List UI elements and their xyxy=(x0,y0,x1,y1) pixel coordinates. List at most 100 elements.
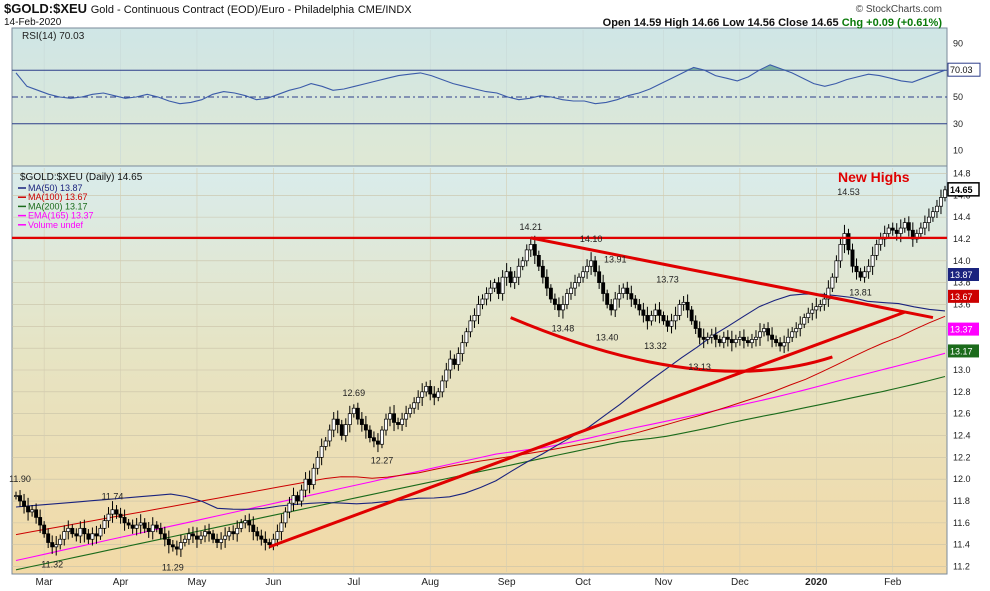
price-candle xyxy=(593,260,598,273)
price-candle xyxy=(70,527,75,535)
price-candle xyxy=(14,495,18,497)
price-candle xyxy=(705,336,710,340)
price-candle xyxy=(18,495,22,502)
price-candle xyxy=(251,524,256,532)
price-annotation-label: 11.29 xyxy=(162,563,184,573)
price-candle xyxy=(195,535,199,540)
price-candle xyxy=(106,513,111,522)
price-candle xyxy=(617,293,622,300)
price-bars xyxy=(14,185,947,557)
price-candle xyxy=(380,429,384,445)
axes: 11.2 11.4 11.6 11.8 12.0 12.2 12.4 12.6 12.8 13.0… xyxy=(36,38,971,588)
price-candle xyxy=(866,265,871,273)
price-candle xyxy=(392,413,396,423)
price-candle xyxy=(939,197,943,207)
price-candle xyxy=(524,249,529,262)
price-candle xyxy=(211,533,216,540)
price-candle xyxy=(798,323,803,329)
price-tick-label: 13.0 xyxy=(953,365,971,375)
price-candle xyxy=(130,524,135,529)
month-label: May xyxy=(188,577,207,588)
descending-top-line xyxy=(530,236,934,320)
price-candle xyxy=(818,304,823,308)
price-candle xyxy=(58,538,63,546)
exchange: CME/INDX xyxy=(357,4,412,16)
price-candle xyxy=(894,229,899,234)
price-candle xyxy=(384,418,388,431)
value-badge-label: 13.17 xyxy=(950,346,973,356)
price-annotation-label: 14.21 xyxy=(520,222,543,232)
price-candle xyxy=(363,424,368,431)
price-candle xyxy=(420,391,425,398)
price-candle xyxy=(275,531,280,540)
price-candle xyxy=(102,520,107,529)
price-candle xyxy=(790,331,795,338)
price-candle xyxy=(227,531,232,537)
price-candle xyxy=(830,276,835,289)
price-candle xyxy=(750,339,754,344)
rounded-bottom-curve xyxy=(510,316,833,373)
price-candle xyxy=(343,424,348,436)
ma50-line xyxy=(15,293,946,510)
price-candle xyxy=(858,271,863,278)
month-label: Jun xyxy=(265,577,281,588)
price-candle xyxy=(601,282,606,294)
price-candle xyxy=(404,413,409,420)
price-candle xyxy=(30,509,35,513)
price-candle xyxy=(174,546,179,550)
price-candle xyxy=(605,293,610,305)
price-candle xyxy=(778,342,783,347)
price-candle xyxy=(721,336,726,344)
price-candle xyxy=(661,315,666,322)
rsi-value-label: 70.03 xyxy=(950,65,973,75)
price-tick-label: 13.8 xyxy=(953,278,971,288)
price-candle xyxy=(219,538,224,543)
price-candle xyxy=(371,437,376,442)
value-badge xyxy=(948,268,979,282)
price-candle xyxy=(922,222,927,229)
price-candle xyxy=(166,538,171,546)
price-candle xyxy=(255,531,260,537)
price-candle xyxy=(416,396,421,404)
ohlc-values: Open 14.59 High 14.66 Low 14.56 Close 14… xyxy=(602,17,839,29)
price-candle xyxy=(355,407,360,420)
price-candle xyxy=(34,509,39,518)
price-candle xyxy=(207,531,211,535)
price-candle xyxy=(146,527,151,532)
value-badge-label: 14.65 xyxy=(950,185,973,195)
legend-item: EMA(165) 13.37 xyxy=(28,211,94,221)
price-candle xyxy=(581,271,586,278)
trendlines xyxy=(12,236,947,549)
price-candle xyxy=(203,531,207,537)
price-tick-label: 11.2 xyxy=(953,562,970,572)
price-candle xyxy=(701,336,706,340)
price-candle xyxy=(42,524,47,535)
price-candle xyxy=(870,255,875,267)
rsi-line xyxy=(15,64,946,105)
price-candle xyxy=(508,271,513,283)
price-candle xyxy=(645,315,650,322)
price-candle xyxy=(826,287,831,300)
price-candle xyxy=(114,509,119,515)
price-candle xyxy=(315,457,320,469)
price-candle xyxy=(846,233,851,251)
rising-support-line xyxy=(268,310,906,549)
value-badge xyxy=(948,322,979,336)
price-candle xyxy=(834,260,839,278)
price-candle xyxy=(351,407,356,415)
price-candle xyxy=(78,527,83,537)
price-candle xyxy=(569,287,573,294)
price-candle xyxy=(412,402,417,409)
price-candle xyxy=(243,520,248,524)
price-candle xyxy=(142,522,147,529)
price-candle xyxy=(677,304,682,316)
price-candle xyxy=(585,265,590,273)
price-candle xyxy=(319,446,324,458)
price-candle xyxy=(235,527,240,535)
value-badge xyxy=(948,289,979,303)
price-annotation-label: 13.32 xyxy=(644,341,667,351)
rsi-tick-label: 90 xyxy=(953,38,963,48)
value-badge-label: 13.87 xyxy=(950,270,973,280)
price-candle xyxy=(681,301,686,305)
price-candle xyxy=(375,440,380,445)
